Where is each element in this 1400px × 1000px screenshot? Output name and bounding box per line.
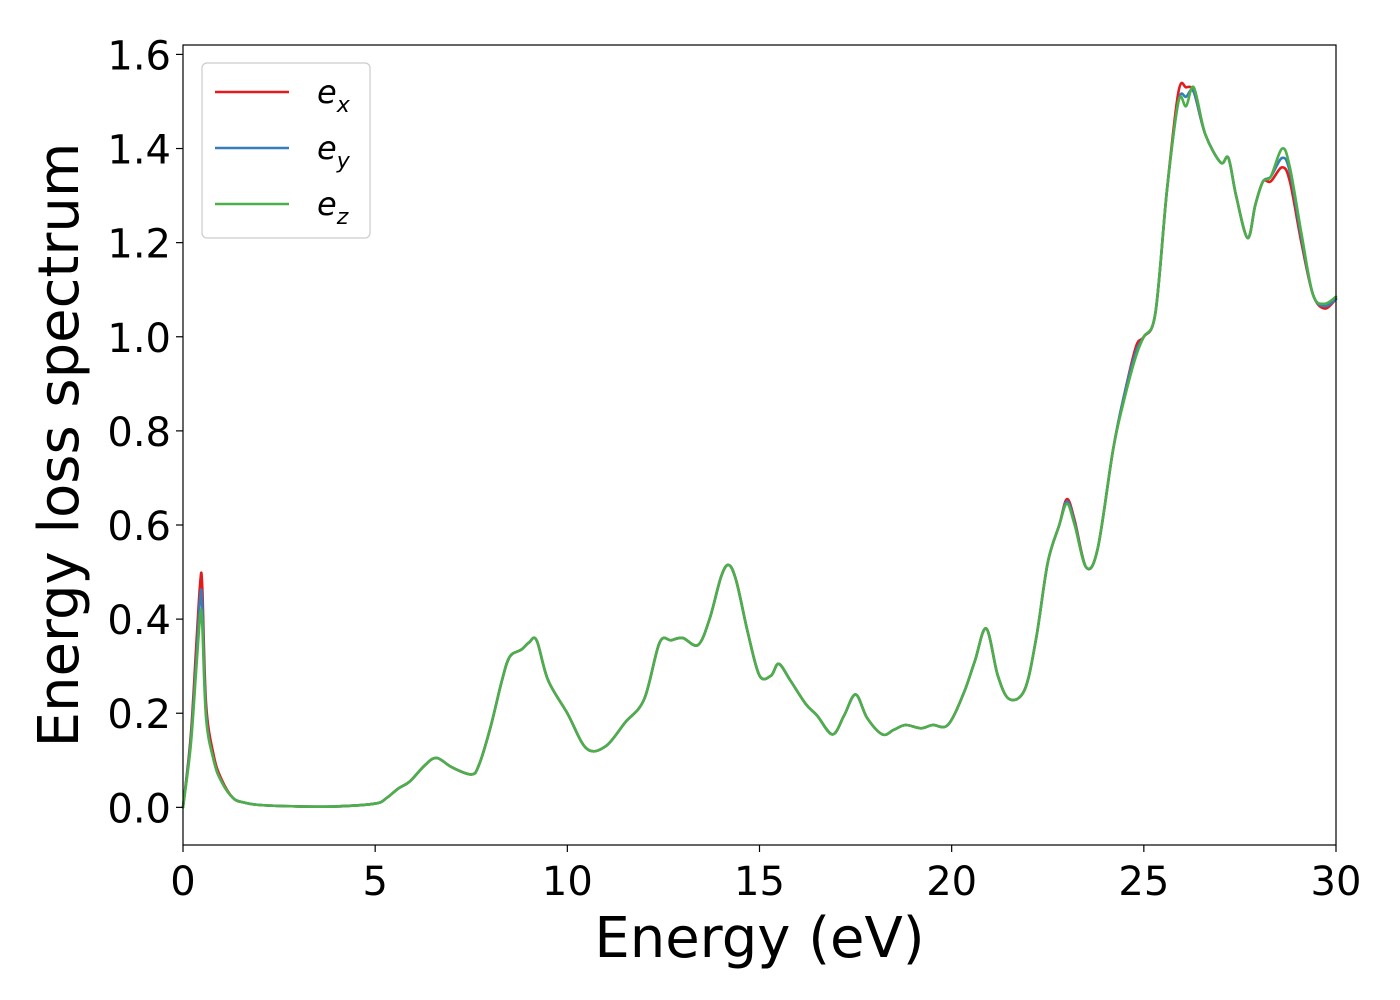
x-tick-label: 0 [170,859,195,905]
y-tick-label: 1.4 [107,128,171,174]
x-tick-label: 30 [1311,859,1362,905]
y-axis-label: Energy loss spectrum [27,143,92,748]
legend-box [201,62,371,239]
x-tick-label: 20 [926,859,977,905]
y-tick-label: 1.2 [107,222,171,268]
x-tick-label: 25 [1118,859,1169,905]
x-axis-ticks: 0 5 10 15 20 25 30 [170,845,1361,905]
y-axis-ticks: 0.0 0.2 0.4 0.6 0.8 1.0 1.2 1.4 1.6 [107,33,183,832]
y-tick-label: 0.6 [107,504,171,550]
y-tick-label: 0.2 [107,692,171,738]
series-line-e-z [181,85,1338,809]
x-tick-label: 10 [542,859,593,905]
y-tick-label: 0.8 [107,410,171,456]
x-axis-label: Energy (eV) [594,906,924,971]
y-tick-label: 0.0 [107,786,171,832]
x-tick-label: 15 [734,859,785,905]
y-tick-label: 1.6 [107,33,171,79]
y-tick-label: 1.0 [107,316,171,362]
legend-label: ex [317,73,351,118]
legend: ex ey ez [201,62,371,239]
legend-label: ey [317,129,351,174]
legend-label: ez [317,185,349,230]
x-tick-label: 5 [362,859,387,905]
legend-entries: ex ey ez [215,73,351,230]
y-tick-label: 0.4 [107,598,171,644]
series-layer [181,81,1338,809]
